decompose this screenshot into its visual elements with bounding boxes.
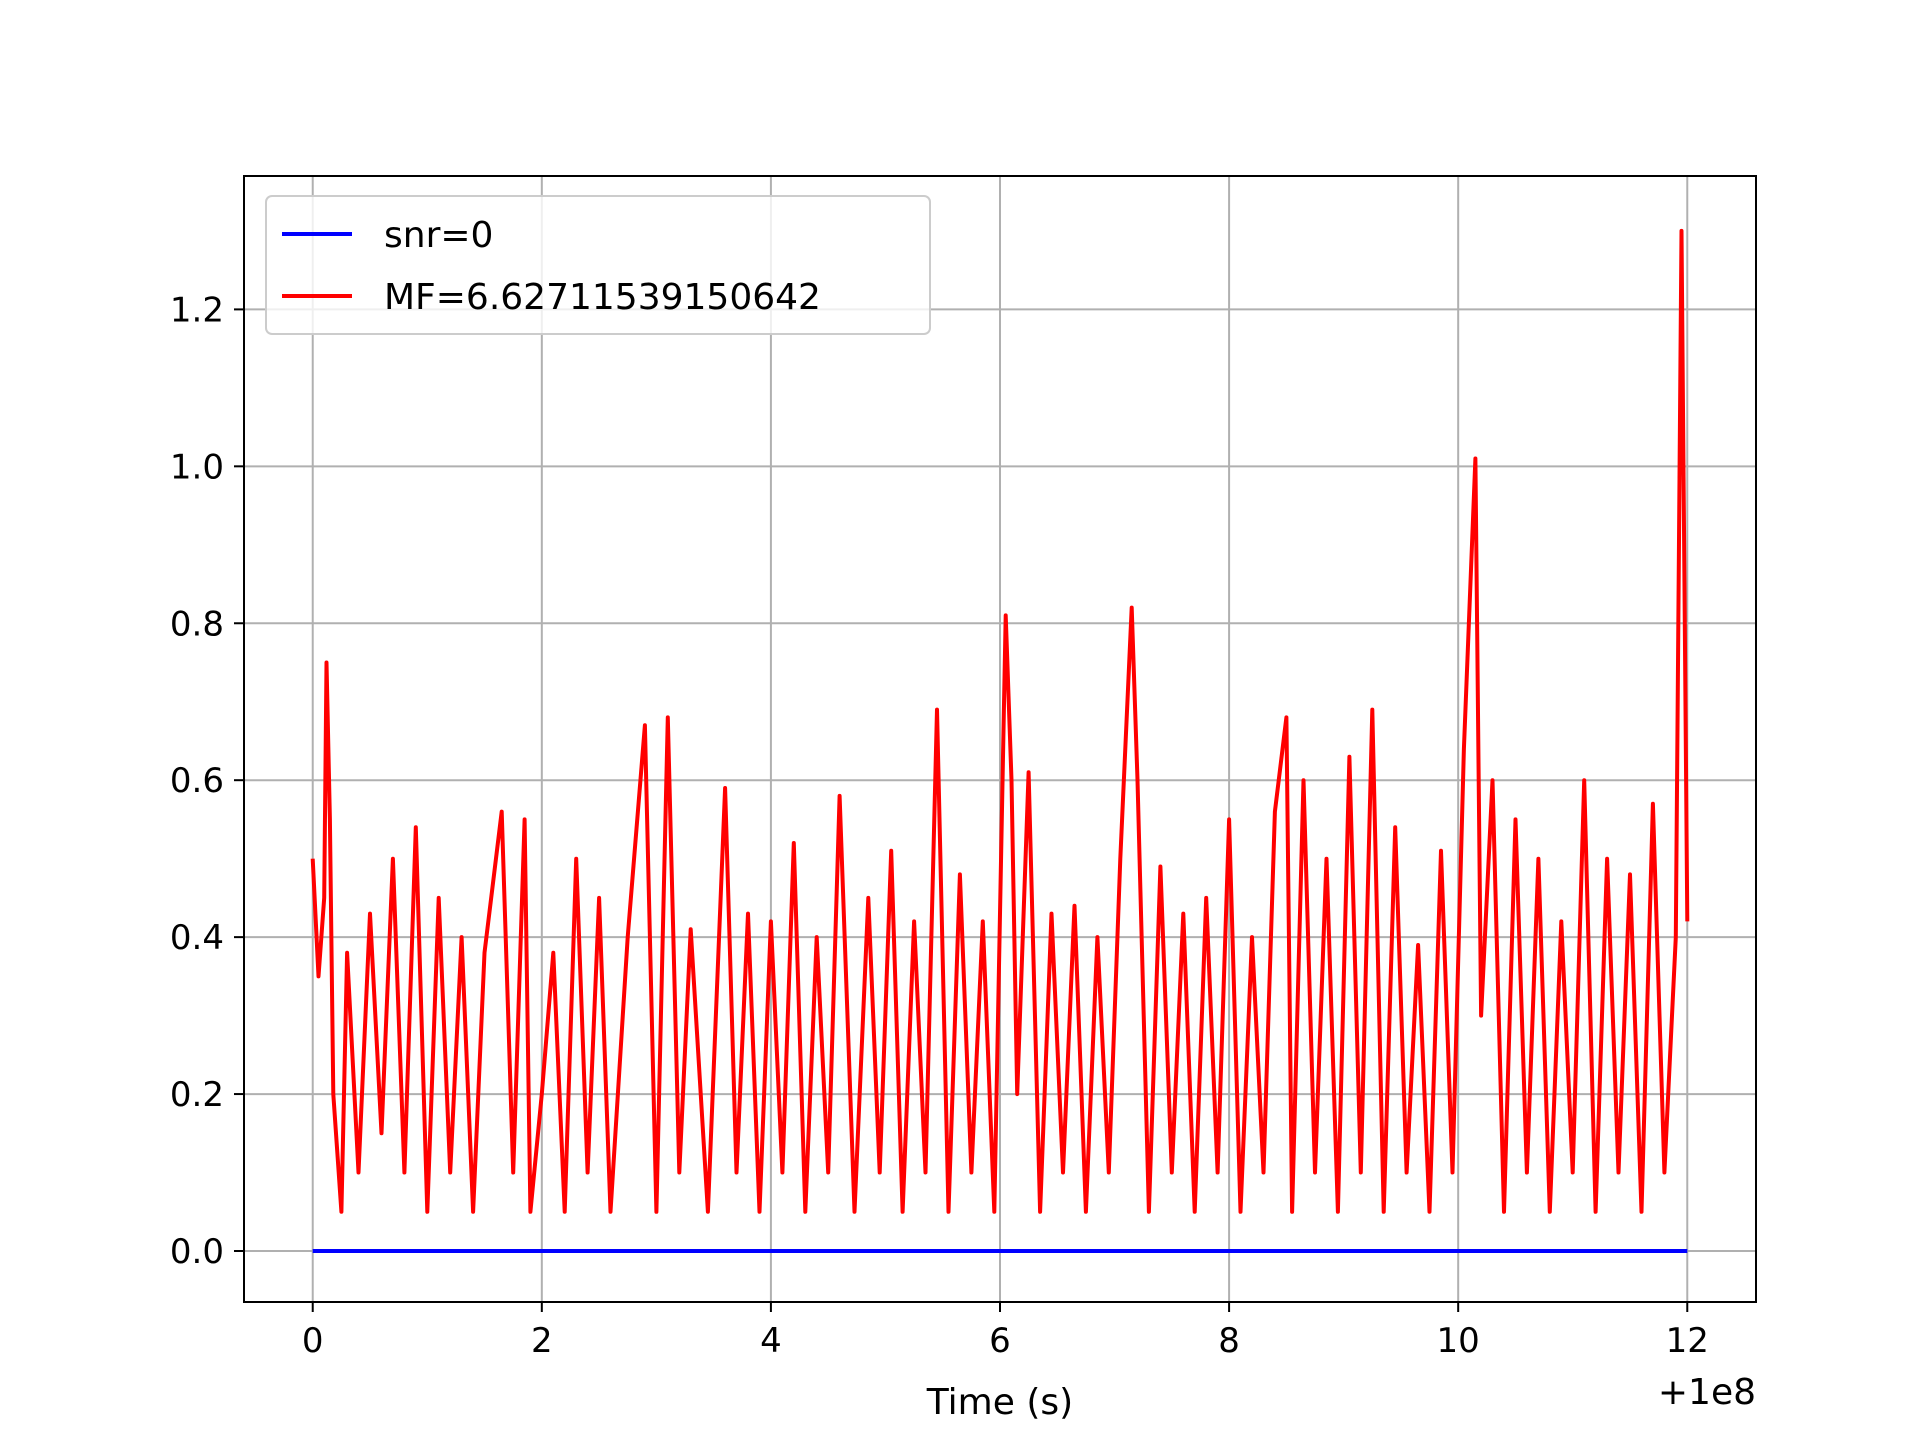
y-axis-ticks: 0.0 0.2 0.4 0.6 0.8 1.0 1.2 bbox=[170, 290, 244, 1272]
x-axis-offset-text: +1e8 bbox=[1658, 1372, 1756, 1413]
y-tick-label: 1.2 bbox=[170, 290, 224, 330]
x-tick-label: 12 bbox=[1666, 1321, 1709, 1361]
y-tick-label: 0.0 bbox=[170, 1232, 224, 1272]
series-lines bbox=[310, 228, 1690, 1253]
y-tick-label: 0.4 bbox=[170, 918, 224, 958]
y-tick-label: 1.0 bbox=[170, 447, 224, 487]
y-tick-label: 0.8 bbox=[170, 604, 224, 644]
x-tick-label: 4 bbox=[760, 1321, 782, 1361]
x-axis-label: Time (s) bbox=[926, 1382, 1073, 1423]
legend-entries: snr=0 MF=6.62711539150642 bbox=[282, 215, 821, 318]
x-tick-label: 8 bbox=[1218, 1321, 1240, 1361]
x-tick-label: 6 bbox=[989, 1321, 1011, 1361]
legend: snr=0 MF=6.62711539150642 bbox=[265, 195, 931, 335]
y-tick-label: 0.6 bbox=[170, 761, 224, 801]
legend-box bbox=[265, 195, 931, 335]
y-tick-label: 0.2 bbox=[170, 1075, 224, 1115]
x-tick-label: 2 bbox=[531, 1321, 553, 1361]
x-tick-label: 10 bbox=[1437, 1321, 1480, 1361]
series-line-mf bbox=[310, 228, 1690, 1214]
legend-label: MF=6.62711539150642 bbox=[384, 277, 821, 318]
grid-lines bbox=[244, 176, 1756, 1302]
x-axis-ticks: 0 2 4 6 8 10 12 bbox=[302, 1302, 1709, 1361]
legend-label: snr=0 bbox=[384, 215, 493, 256]
x-tick-label: 0 bbox=[302, 1321, 324, 1361]
